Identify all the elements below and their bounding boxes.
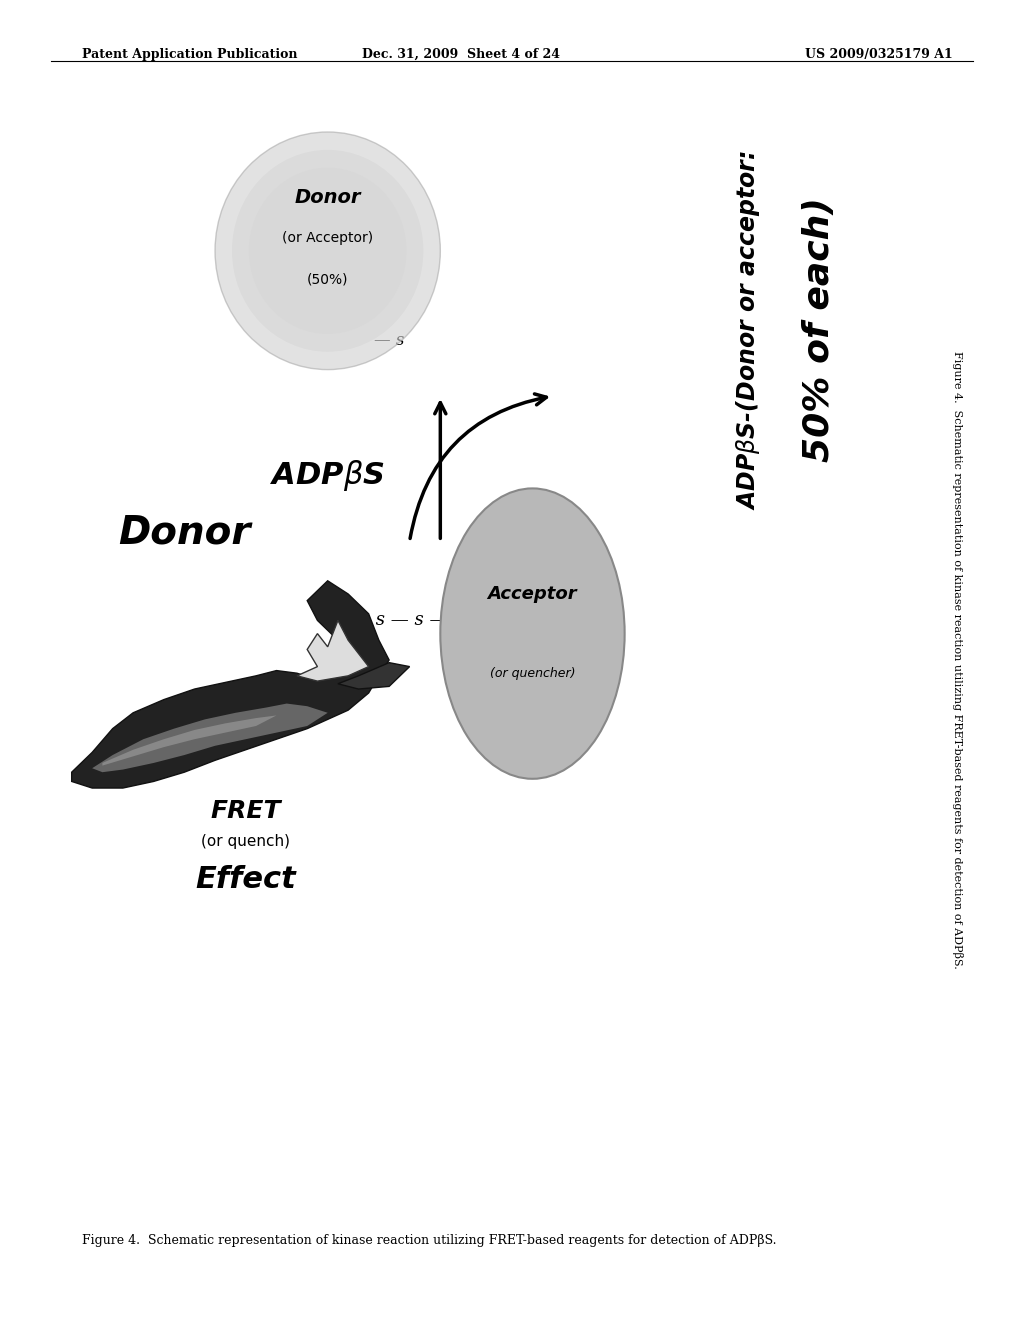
- Text: Acceptor: Acceptor: [487, 585, 578, 603]
- Text: — s — s —: — s — s —: [351, 611, 447, 630]
- Ellipse shape: [249, 168, 407, 334]
- Polygon shape: [72, 581, 389, 788]
- Ellipse shape: [440, 488, 625, 779]
- Text: ADP$\beta$S: ADP$\beta$S: [270, 458, 385, 492]
- Ellipse shape: [215, 132, 440, 370]
- Polygon shape: [102, 715, 276, 766]
- Text: Donor: Donor: [295, 189, 360, 207]
- Text: FRET: FRET: [211, 799, 281, 822]
- Text: (or quencher): (or quencher): [489, 667, 575, 680]
- Text: — s: — s: [374, 333, 404, 348]
- Polygon shape: [92, 704, 328, 772]
- Text: (or quench): (or quench): [202, 834, 290, 849]
- Text: ADP$\beta$S-(Donor or acceptor:: ADP$\beta$S-(Donor or acceptor:: [733, 150, 762, 510]
- Text: Patent Application Publication: Patent Application Publication: [82, 48, 297, 61]
- Text: Figure 4.  Schematic representation of kinase reaction utilizing FRET-based reag: Figure 4. Schematic representation of ki…: [82, 1234, 776, 1247]
- Text: Dec. 31, 2009  Sheet 4 of 24: Dec. 31, 2009 Sheet 4 of 24: [361, 48, 560, 61]
- Polygon shape: [297, 620, 369, 681]
- Text: Donor: Donor: [118, 513, 251, 552]
- Text: Effect: Effect: [196, 865, 296, 894]
- Text: Figure 4.  Schematic representation of kinase reaction utilizing FRET-based reag: Figure 4. Schematic representation of ki…: [952, 351, 963, 969]
- Text: 50% of each): 50% of each): [802, 198, 837, 462]
- Text: (or Acceptor): (or Acceptor): [283, 231, 373, 244]
- Ellipse shape: [231, 149, 424, 351]
- Text: US 2009/0325179 A1: US 2009/0325179 A1: [805, 48, 952, 61]
- Polygon shape: [338, 663, 410, 689]
- Text: (50%): (50%): [307, 273, 348, 286]
